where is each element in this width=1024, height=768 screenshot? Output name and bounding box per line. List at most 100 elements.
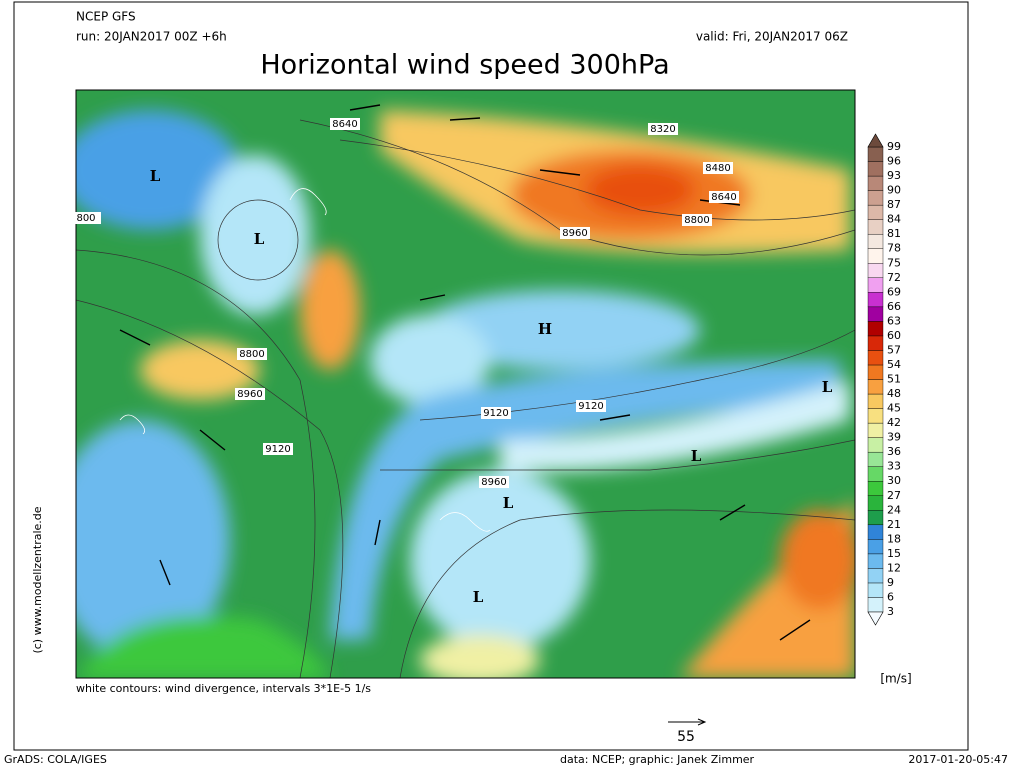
contour-label-box [709,191,739,203]
map-labels: 8640 8320 8480 8640 8800 8960 800 8800 8960 9120 9… [71,118,833,606]
contour-label: 8640 [711,192,736,203]
contour-label-box [237,348,267,360]
pressure-center: L [254,230,265,248]
contour-label: 8640 [332,119,357,130]
contour-label: 9120 [265,444,290,455]
colorbar-label: 15 [887,547,901,560]
copyright: (c) www.modellzentrale.de [31,506,44,653]
colorbar-label: 69 [887,285,901,298]
colorbar: 3691215182124273033363942454851545760636… [867,133,901,626]
colorbar-label: 54 [887,358,901,371]
contour-label-box [703,162,733,174]
credit: data: NCEP; graphic: Janek Zimmer [560,753,755,766]
colorbar-label: 42 [887,416,901,429]
colorbar-box [867,335,884,351]
colorbar-label: 60 [887,329,901,342]
colorbar-label: 84 [887,213,901,226]
colorbar-box [867,539,884,555]
wind-field [76,90,855,678]
pressure-center: L [150,167,161,185]
reference-vector-label: 55 [677,729,695,745]
colorbar-label: 45 [887,402,901,415]
contour-label: 8480 [705,163,730,174]
contour-label-box [576,400,606,412]
colorbar-box [867,408,884,424]
colorbar-low-triangle [867,611,884,626]
colorbar-label: 48 [887,387,901,400]
pressure-center: L [822,378,833,396]
colorbar-box [867,263,884,278]
colorbar-box [867,161,884,177]
colorbar-label: 33 [887,460,901,473]
colorbar-label: 93 [887,169,901,182]
contour-label: 8960 [481,477,506,488]
contour-label-box [330,118,360,130]
colorbar-box [867,175,884,191]
map-title: Horizontal wind speed 300hPa [260,50,669,81]
colorbar-label: 57 [887,343,901,356]
run-time: run: 20JAN2017 00Z +6h [76,30,227,44]
contour-label: 8960 [562,228,587,239]
colorbar-label: 21 [887,518,901,531]
colorbar-label: 75 [887,256,901,269]
contour-label: 9120 [578,401,603,412]
model: NCEP GFS [76,10,136,24]
colorbar-label: 63 [887,314,901,327]
colorbar-label: 3 [887,605,894,618]
contour-label-box [682,214,712,226]
colorbar-box [867,437,884,453]
colorbar-box [867,146,884,162]
colorbar-label: 90 [887,184,901,197]
pressure-center: L [503,494,514,512]
map-border [75,89,856,679]
colorbar-box [867,553,884,569]
contour-label: 8960 [237,389,262,400]
colorbar-box [867,481,884,496]
colorbar-label: 12 [887,561,901,574]
colorbar-box [867,306,884,322]
colorbar-box [867,393,884,409]
valid-time: valid: Fri, 20JAN2017 06Z [696,30,848,44]
colorbar-high-triangle [867,133,884,148]
contour-label: 8800 [684,215,709,226]
colorbar-label: 81 [887,227,901,240]
colorbar-label: 66 [887,300,901,313]
colorbar-label: 39 [887,431,901,444]
colorbar-box [867,204,884,220]
colorbar-box [867,422,884,438]
colorbar-label: 24 [887,503,901,516]
contour-label-box [71,212,101,224]
contour-label-box [235,388,265,400]
colorbar-label: 78 [887,242,901,255]
contour-label-box [648,123,678,135]
colorbar-box [867,292,884,308]
contour-label: 9120 [483,408,508,419]
colorbar-label: 51 [887,373,901,386]
colorbar-box [867,568,884,584]
colorbar-label: 6 [887,590,894,603]
colorbar-box [867,219,884,235]
software: GrADS: COLA/IGES [4,753,107,766]
colorbar-box [867,248,884,264]
colorbar-box [867,190,884,206]
colorbar-box [867,350,884,366]
colorbar-label: 9 [887,576,894,589]
contour-label-box [263,443,293,455]
colorbar-label: 18 [887,532,901,545]
colorbar-label: 72 [887,271,901,284]
colorbar-box [867,451,884,467]
timestamp: 2017-01-20-05:47 [908,753,1008,766]
colorbar-label: 36 [887,445,901,458]
frame [13,1,969,751]
colorbar-box [867,582,884,598]
colorbar-box [867,495,884,511]
colorbar-box [867,379,884,395]
colorbar-box [867,364,884,380]
colorbar-box [867,524,884,540]
divergence-note: white contours: wind divergence, interva… [76,682,371,695]
colorbar-box [867,321,884,337]
contour-label: 8800 [239,349,264,360]
contour-label-box [560,227,590,239]
colorbar-box [867,466,884,482]
